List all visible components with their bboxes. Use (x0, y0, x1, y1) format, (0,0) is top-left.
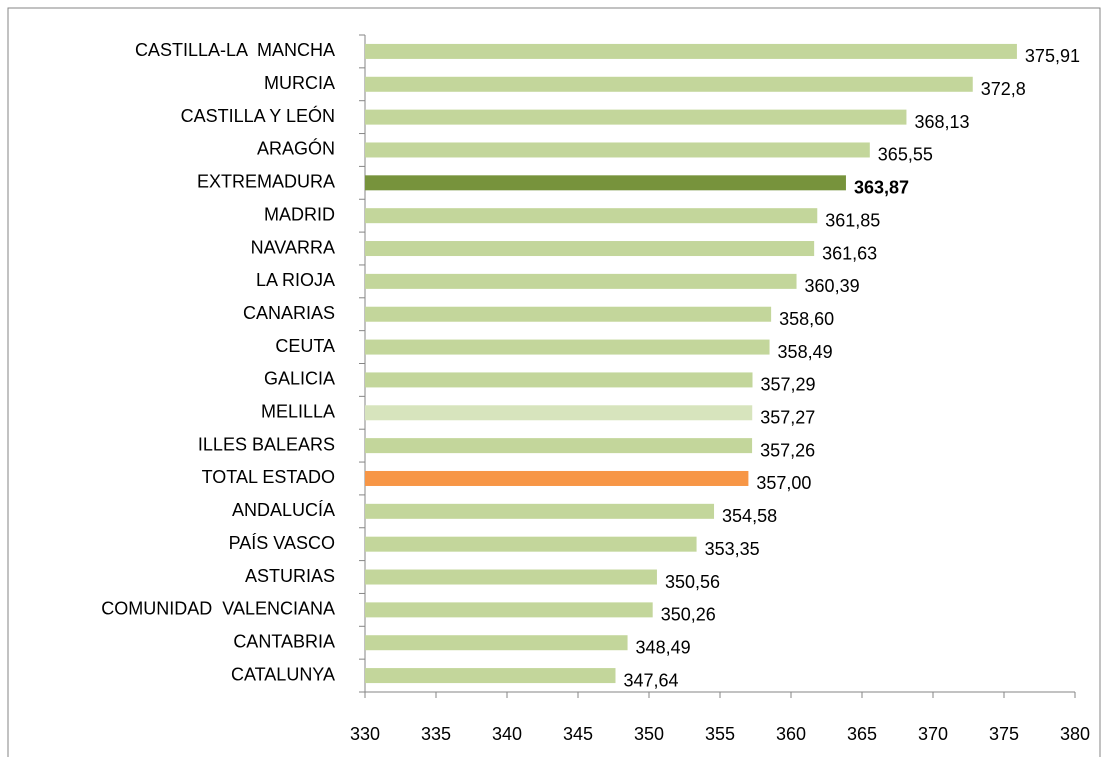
category-label: CANARIAS (243, 303, 335, 323)
value-label: 360,39 (805, 276, 860, 296)
category-label: CEUTA (275, 336, 335, 356)
category-label: ASTURIAS (245, 566, 335, 586)
bar (365, 241, 815, 257)
bar (365, 306, 772, 322)
bar (365, 43, 1017, 59)
value-label: 348,49 (636, 637, 691, 657)
value-label: 357,29 (761, 375, 816, 395)
category-label: NAVARRA (251, 237, 335, 257)
x-tick-label: 355 (705, 724, 735, 744)
bar (365, 602, 653, 618)
category-label: MELILLA (261, 402, 335, 422)
bar (365, 569, 657, 585)
category-label: EXTREMADURA (197, 172, 335, 192)
category-label: MURCIA (264, 73, 335, 93)
value-label: 350,26 (661, 605, 716, 625)
value-label: 361,85 (825, 210, 880, 230)
category-label: COMUNIDAD VALENCIANA (101, 599, 335, 619)
x-tick-label: 380 (1060, 724, 1090, 744)
x-tick-label: 365 (847, 724, 877, 744)
bar (365, 175, 846, 191)
value-label: 372,8 (981, 79, 1026, 99)
category-label: CANTABRIA (233, 631, 335, 651)
bar (365, 405, 753, 421)
category-label: CASTILLA-LA MANCHA (135, 40, 335, 60)
bar (365, 438, 753, 454)
bar (365, 536, 697, 552)
value-label: 354,58 (722, 506, 777, 526)
bar (365, 635, 628, 651)
category-label: CATALUNYA (231, 664, 335, 684)
bar (365, 503, 715, 519)
category-label: LA RIOJA (256, 270, 335, 290)
bar (365, 339, 770, 355)
bar (365, 668, 616, 684)
x-tick-label: 360 (776, 724, 806, 744)
category-label: PAÍS VASCO (229, 533, 335, 553)
bar (365, 372, 753, 388)
value-label: 357,26 (760, 440, 815, 460)
category-label: TOTAL ESTADO (202, 467, 335, 487)
value-label: 368,13 (914, 112, 969, 132)
bar (365, 470, 749, 486)
x-tick-label: 370 (918, 724, 948, 744)
value-label: 347,64 (623, 670, 678, 690)
x-tick-label: 375 (989, 724, 1019, 744)
value-label: 375,91 (1025, 46, 1080, 66)
value-label: 358,49 (778, 342, 833, 362)
category-label: ARAGÓN (257, 138, 335, 159)
category-label: GALICIA (264, 369, 335, 389)
category-label: MADRID (264, 204, 335, 224)
value-label: 357,27 (760, 408, 815, 428)
value-label: 365,55 (878, 145, 933, 165)
bar (365, 76, 973, 92)
x-tick-label: 345 (563, 724, 593, 744)
x-tick-label: 335 (421, 724, 451, 744)
bar (365, 208, 818, 224)
category-label: CASTILLA Y LEÓN (181, 105, 335, 126)
bar (365, 109, 907, 125)
value-label: 361,63 (822, 243, 877, 263)
value-label: 353,35 (705, 539, 760, 559)
value-label: 357,00 (756, 473, 811, 493)
value-label: 363,87 (854, 178, 909, 198)
category-label: ILLES BALEARS (198, 434, 335, 454)
x-tick-label: 340 (492, 724, 522, 744)
bar (365, 273, 797, 289)
value-label: 350,56 (665, 572, 720, 592)
chart-frame (7, 7, 1101, 757)
category-label: ANDALUCÍA (232, 500, 335, 520)
bar (365, 142, 870, 158)
x-tick-label: 350 (634, 724, 664, 744)
value-label: 358,60 (779, 309, 834, 329)
x-tick-label: 330 (350, 724, 380, 744)
